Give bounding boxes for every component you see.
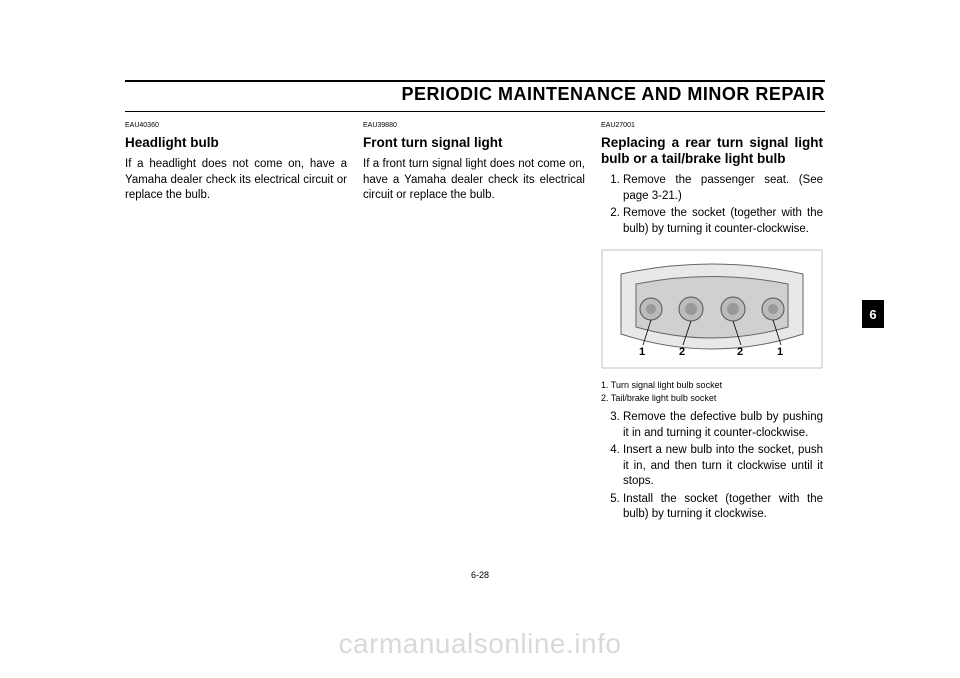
caption-line: 1. Turn signal light bulb socket (601, 380, 722, 390)
section-body: If a front turn signal light does not co… (363, 157, 585, 204)
list-item: Remove the passenger seat. (See page 3-2… (623, 173, 823, 204)
caption-line: 2. Tail/brake light bulb socket (601, 393, 716, 403)
column-3: EAU27001 Replacing a rear turn signal li… (601, 122, 823, 529)
page-title: PERIODIC MAINTENANCE AND MINOR REPAIR (125, 84, 825, 112)
header-rule (125, 80, 825, 82)
list-item: Remove the defective bulb by pushing it … (623, 410, 823, 441)
list-item: Insert a new bulb into the socket, push … (623, 443, 823, 490)
section-heading: Replacing a rear turn signal light bulb … (601, 135, 823, 167)
list-item: Install the socket (together with the bu… (623, 492, 823, 523)
figure-label: 1 (639, 346, 645, 358)
chapter-tab: 6 (862, 300, 884, 328)
column-1: EAU40360 Headlight bulb If a headlight d… (125, 122, 347, 529)
figure-label: 1 (777, 346, 783, 358)
section-code: EAU39880 (363, 122, 585, 129)
section-body: If a headlight does not come on, have a … (125, 157, 347, 204)
watermark: carmanualsonline.info (0, 628, 960, 660)
rear-light-figure: 1 2 2 1 (601, 249, 823, 369)
figure-caption: 1. Turn signal light bulb socket 2. Tail… (601, 379, 823, 404)
figure-label: 2 (679, 346, 685, 358)
list-item: Remove the socket (together with the bul… (623, 206, 823, 237)
content-columns: EAU40360 Headlight bulb If a headlight d… (125, 122, 825, 529)
section-code: EAU40360 (125, 122, 347, 129)
section-code: EAU27001 (601, 122, 823, 129)
page-number: 6-28 (0, 570, 960, 580)
steps-list-b: Remove the defective bulb by pushing it … (601, 410, 823, 523)
figure-label: 2 (737, 346, 743, 358)
column-2: EAU39880 Front turn signal light If a fr… (363, 122, 585, 529)
section-heading: Headlight bulb (125, 135, 347, 151)
section-heading: Front turn signal light (363, 135, 585, 151)
manual-page: PERIODIC MAINTENANCE AND MINOR REPAIR EA… (125, 80, 825, 529)
steps-list-a: Remove the passenger seat. (See page 3-2… (601, 173, 823, 237)
